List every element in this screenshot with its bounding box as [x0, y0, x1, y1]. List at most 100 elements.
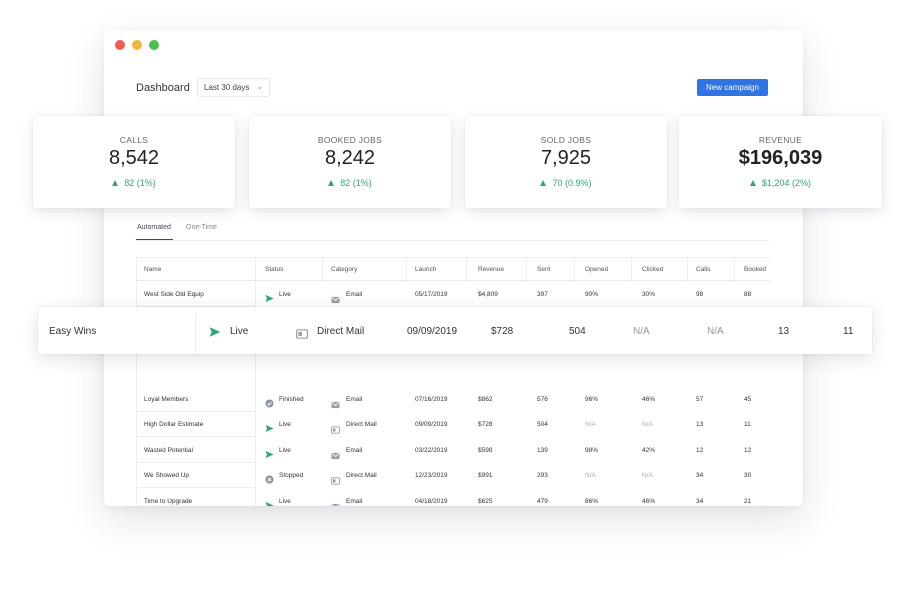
check-circle-icon: [265, 395, 274, 408]
cell-status: Stopped: [279, 472, 304, 479]
name-column-divider: [195, 315, 196, 354]
cell-opened: N/A: [585, 421, 596, 428]
cell-name: High Dollar Estimate: [144, 421, 204, 428]
column-header[interactable]: Clicked: [642, 266, 664, 273]
cell-category: Direct Mail: [346, 472, 377, 479]
stat-delta-text: 70 (0.9%): [552, 178, 592, 188]
cell-booked: 11: [744, 421, 751, 428]
table-row[interactable]: High Dollar Estimate Live Direct Mail 09/09…: [137, 412, 770, 437]
new-campaign-button[interactable]: New campaign: [697, 79, 768, 96]
row-divider: [137, 411, 255, 412]
cell-revenue: $598: [478, 447, 493, 454]
cell-name: West Side Old Equip: [144, 291, 204, 298]
up-arrow-icon: [112, 180, 119, 186]
cell-calls: 13: [696, 421, 704, 428]
table-row[interactable]: We Showed Up Stopped Direct Mail 12/23/2019…: [137, 463, 770, 488]
cell-opened: 98%: [585, 447, 599, 454]
cell-category: Email: [346, 396, 363, 403]
cell-calls: 57: [696, 396, 704, 403]
envelope-icon: [331, 447, 340, 460]
column-header[interactable]: Name: [144, 266, 162, 273]
cell-revenue: $991: [478, 472, 493, 479]
stat-delta: 82 (1%): [33, 178, 235, 188]
cell-clicked: 42%: [642, 447, 656, 454]
cell-launch: 05/17/2019: [415, 291, 448, 298]
column-divider: [526, 258, 527, 282]
column-header[interactable]: Status: [265, 266, 284, 273]
column-divider: [631, 258, 632, 282]
cell-launch: 04/18/2019: [415, 498, 448, 505]
cell-booked: 12: [744, 447, 752, 454]
cell-booked: 21: [744, 498, 752, 505]
stat-label: REVENUE: [758, 135, 803, 145]
cell-sent: 504: [537, 421, 548, 428]
cell-status: Live: [279, 291, 291, 298]
table-row[interactable]: West Side Old Equip Live Email 05/17/2019 $4…: [137, 282, 770, 307]
row-divider: [137, 436, 255, 437]
tab-one-time[interactable]: One-Time: [186, 224, 217, 231]
close-window-icon[interactable]: [115, 40, 125, 50]
column-header[interactable]: Opened: [585, 266, 609, 273]
stat-card-revenue: REVENUE $196,039 $1,204 (2%): [679, 116, 882, 208]
up-arrow-icon: [749, 180, 756, 186]
cell-name: Time to Upgrade: [144, 498, 193, 505]
cell-sent: 397: [537, 291, 548, 298]
cell-clicked: N/A: [642, 421, 653, 428]
table-row[interactable]: Loyal Members Finished Email 07/16/2019 $862…: [137, 387, 770, 412]
tab-automated[interactable]: Automated: [137, 224, 171, 231]
column-header[interactable]: Revenue: [478, 266, 505, 273]
cell-category: Email: [346, 291, 363, 298]
app-window: Dashboard Last 30 days ⌄ New campaign Au…: [104, 30, 803, 506]
cell-name: Easy Wins: [49, 326, 97, 337]
column-divider: [322, 258, 323, 282]
mailbox-icon: [296, 326, 308, 339]
mailbox-icon: [331, 421, 340, 434]
cell-calls: 98: [696, 291, 704, 298]
cell-sent: 479: [537, 498, 548, 505]
date-range-select[interactable]: Last 30 days ⌄: [197, 78, 270, 97]
cell-clicked: N/A: [707, 326, 724, 337]
cell-revenue: $862: [478, 396, 493, 403]
tab-divider: [136, 240, 769, 241]
cell-launch: 03/22/2019: [415, 447, 448, 454]
column-header[interactable]: Booked: [744, 266, 767, 273]
stat-value: 8,242: [324, 147, 376, 169]
highlighted-campaign-row[interactable]: Easy Wins Live Direct Mail 09/09/2019 $728 50…: [38, 307, 872, 354]
cell-category: Direct Mail: [346, 421, 377, 428]
send-icon: [265, 290, 274, 303]
date-range-value: Last 30 days: [204, 83, 250, 92]
column-divider: [466, 258, 467, 282]
page-title: Dashboard: [136, 82, 190, 94]
table-row[interactable]: Wasted Potential Live Email 03/22/2019 $598 1…: [137, 438, 770, 463]
column-header[interactable]: Calls: [696, 266, 711, 273]
column-header[interactable]: Category: [331, 266, 358, 273]
cell-launch: 09/09/2019: [415, 421, 448, 428]
cell-status: Live: [279, 498, 291, 505]
stat-card-calls: CALLS 8,542 82 (1%): [33, 116, 235, 208]
column-header[interactable]: Launch: [415, 266, 437, 273]
column-header[interactable]: Sent: [537, 266, 551, 273]
minimize-window-icon[interactable]: [132, 40, 142, 50]
cell-launch: 09/09/2019: [407, 326, 458, 337]
stat-card-booked-jobs: BOOKED JOBS 8,242 82 (1%): [249, 116, 451, 208]
column-divider: [574, 258, 575, 282]
cell-category: Email: [346, 447, 363, 454]
stat-delta-text: 82 (1%): [124, 178, 156, 188]
cell-calls: 34: [696, 498, 704, 505]
cell-clicked: 46%: [642, 498, 656, 505]
cell-clicked: 46%: [642, 396, 656, 403]
cell-status: Live: [230, 326, 249, 337]
cell-opened: N/A: [585, 472, 596, 479]
column-divider: [734, 258, 735, 282]
stat-value: $196,039: [738, 147, 823, 169]
cell-revenue: $625: [478, 498, 493, 505]
chevron-down-icon: ⌄: [256, 82, 263, 91]
table-row[interactable]: Time to Upgrade Live Email 04/18/2019 $625 47…: [137, 489, 770, 506]
maximize-window-icon[interactable]: [149, 40, 159, 50]
cell-sent: 293: [537, 472, 548, 479]
cell-name: Wasted Potential: [144, 447, 193, 454]
cell-booked: 45: [744, 396, 752, 403]
stat-label: BOOKED JOBS: [317, 135, 383, 145]
send-icon: [265, 446, 274, 459]
stat-label: CALLS: [119, 135, 149, 145]
